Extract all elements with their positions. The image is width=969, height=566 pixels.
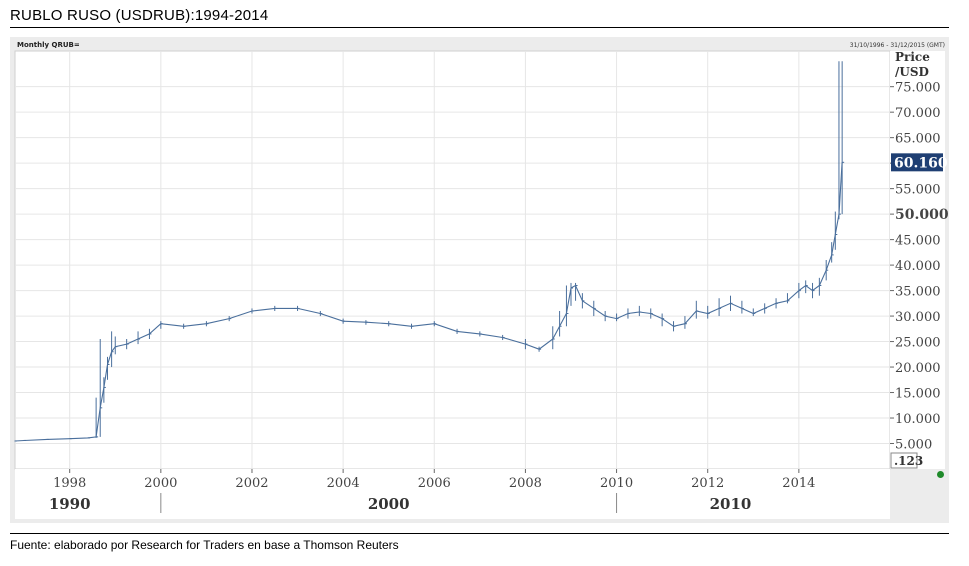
y-axis-strip bbox=[890, 51, 945, 469]
x-tick-label: 2014 bbox=[782, 476, 815, 491]
y-tick-label: 75.000 bbox=[895, 81, 941, 96]
y-tick-label: 15.000 bbox=[895, 387, 941, 402]
x-tick-label: 2008 bbox=[509, 476, 542, 491]
footer-divider bbox=[10, 533, 949, 534]
page-title: RUBLO RUSO (USDRUB):1994-2014 bbox=[10, 7, 269, 24]
x-tick-label: 2004 bbox=[327, 476, 360, 491]
x-tick-label: 2006 bbox=[418, 476, 451, 491]
y-tick-label: 25.000 bbox=[895, 336, 941, 351]
y-tick-label: 50.000 bbox=[895, 207, 949, 223]
plot-area bbox=[14, 50, 891, 470]
title-divider bbox=[10, 27, 949, 28]
series-label: Monthly QRUB= bbox=[17, 41, 80, 49]
last-price-box bbox=[891, 153, 943, 172]
precision-label: .123 bbox=[894, 454, 923, 468]
price-chart: Monthly QRUB= 31/10/1996 - 31/12/2015 (GM… bbox=[14, 41, 949, 519]
y-tick-label: 65.000 bbox=[895, 132, 941, 147]
y-tick-label: 5.000 bbox=[895, 438, 932, 453]
y-tick-label: 20.000 bbox=[895, 361, 941, 376]
source-note: Fuente: elaborado por Research for Trade… bbox=[10, 538, 399, 552]
decade-label: 2010 bbox=[710, 495, 752, 513]
decade-label: 2000 bbox=[368, 495, 410, 513]
y-axis-title-line1: Price bbox=[895, 50, 930, 64]
price-series-line bbox=[14, 162, 843, 442]
y-tick-label: 30.000 bbox=[895, 310, 941, 325]
y-tick-label: 10.000 bbox=[895, 412, 941, 427]
status-indicator-dot bbox=[937, 471, 944, 478]
y-tick-label: 55.000 bbox=[895, 183, 941, 198]
x-tick-label: 2000 bbox=[144, 476, 177, 491]
last-price-value: 60.160 bbox=[894, 155, 948, 171]
y-tick-label: 35.000 bbox=[895, 285, 941, 300]
x-tick-label: 2012 bbox=[691, 476, 724, 491]
y-tick-label: 70.000 bbox=[895, 106, 941, 121]
y-tick-label: 40.000 bbox=[895, 259, 941, 274]
x-tick-label: 1998 bbox=[53, 476, 86, 491]
precision-box bbox=[890, 452, 918, 469]
chart-panel: Monthly QRUB= 31/10/1996 - 31/12/2015 (GM… bbox=[10, 37, 949, 523]
date-range-label: 31/10/1996 - 31/12/2015 (GMT) bbox=[850, 42, 945, 49]
y-tick-label: 45.000 bbox=[895, 234, 941, 249]
x-tick-label: 2002 bbox=[235, 476, 268, 491]
y-axis-title-line2: /USD bbox=[895, 65, 929, 79]
decade-label: 1990 bbox=[49, 495, 91, 513]
x-tick-label: 2010 bbox=[600, 476, 633, 491]
